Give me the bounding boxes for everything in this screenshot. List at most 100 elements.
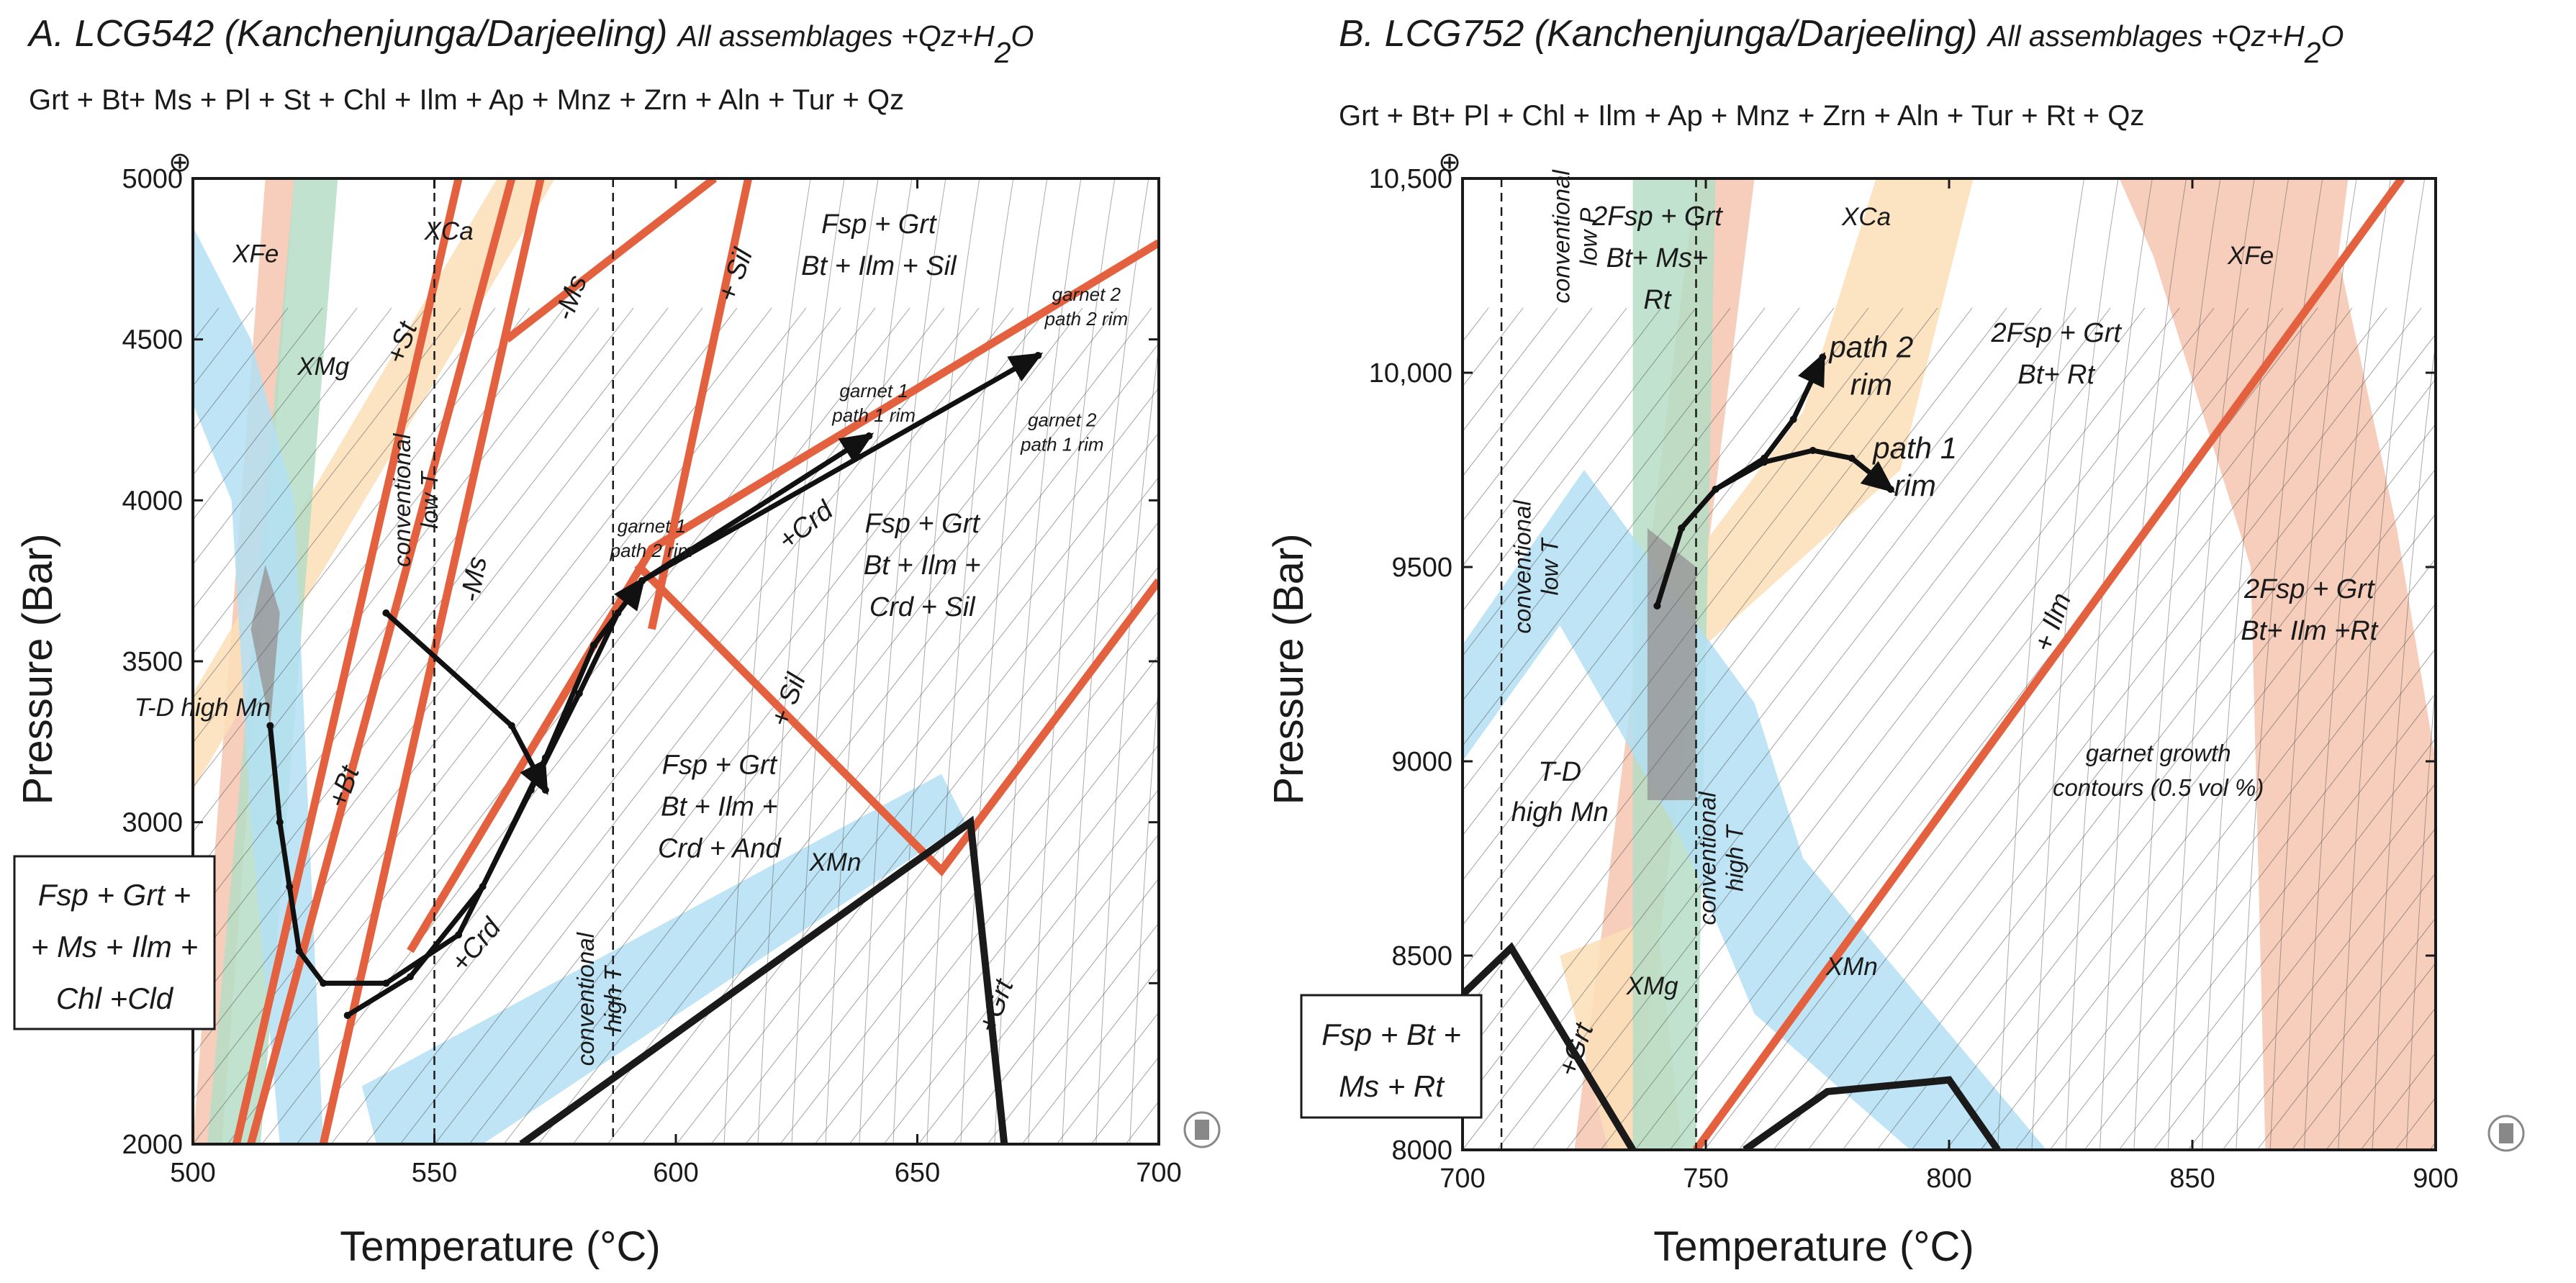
panel-b-ytick-label-0: 8000 xyxy=(1391,1135,1452,1166)
panel-b-band-xmn-5 xyxy=(1463,470,2047,1150)
panel-b-contour-line xyxy=(1463,307,1696,612)
panel-a-contour-line xyxy=(193,307,530,744)
panel-a-ytick-label-6: 5000 xyxy=(122,164,183,194)
panel-b-contour-line xyxy=(1531,307,2180,1150)
panel-a-field-0-line1: Fsp + Grt xyxy=(821,209,937,240)
panel-b-contour-line xyxy=(1463,307,1662,567)
panel-b-tdmn-label-1: T-D xyxy=(1538,757,1581,787)
panel-a-path-3-label-line1: garnet 2 xyxy=(1028,409,1097,430)
panel-a-path-0-point-4 xyxy=(320,979,327,987)
panel-b-contour-line xyxy=(2256,917,2436,1150)
panel-b-contour-curve xyxy=(2065,178,2153,1150)
panel-b-growth-label-1: garnet growth xyxy=(2086,740,2231,766)
panel-b-contour-line xyxy=(1945,513,2436,1150)
panel-a-path-0-point-8 xyxy=(575,689,583,697)
panel-b-contour-curve xyxy=(2405,676,2436,1150)
panel-b-ytick-label-5: 10,500 xyxy=(1369,164,1452,194)
panel-a-contour-curve xyxy=(757,178,845,1144)
panel-b-contour-line xyxy=(1463,307,1627,522)
panel-a-contour-curve xyxy=(859,178,946,1144)
panel-b-xtick-label-1: 750 xyxy=(1683,1164,1728,1194)
panel-a-band-label-3: XMn xyxy=(808,848,861,876)
panel-a-field-2-line2: Bt + Ilm + xyxy=(661,792,778,822)
panel-a-contour-line xyxy=(261,307,910,1144)
panel-a-contour-curve xyxy=(892,178,980,1144)
panel-b-contour-line xyxy=(2568,308,2576,1150)
panel-b-reaction-1 xyxy=(1463,942,1636,1150)
panel-a-field-0-line2: Bt + Ilm + Sil xyxy=(801,251,957,281)
panel-a-box-label: Fsp + Grt + + Ms + Ilm + Chl +Cld xyxy=(13,855,216,1030)
panel-a-contour-line xyxy=(193,307,565,789)
panel-a-field-2-line1: Fsp + Grt xyxy=(662,751,778,781)
panel-b-path-1-label-line1: path 1 xyxy=(1871,431,1957,465)
panel-b-band-label-2: XCa xyxy=(1841,203,1891,231)
panel-a-ytick-label-2: 3000 xyxy=(122,808,183,838)
panel-b-path-1-arrowhead xyxy=(1860,461,1896,493)
panel-a-contour-line xyxy=(193,307,461,655)
panel-a-contour-line xyxy=(434,307,1083,1144)
panel-b-growth-label-2: contours (0.5 vol %) xyxy=(2053,774,2264,801)
panel-b-contour-line xyxy=(1807,333,2436,1150)
panel-b-reaction-0 xyxy=(1693,178,2405,1150)
panel-b-contour-line xyxy=(1463,307,1973,971)
panel-b-plot-area xyxy=(1463,178,2576,1150)
panel-b-contour-line xyxy=(2429,1141,2436,1150)
panel-a-contour-line xyxy=(193,307,600,833)
panel-a-path-0-point-1 xyxy=(276,818,284,826)
panel-b-assemblage: Grt + Bt+ Pl + Chl + Ilm + Ap + Mnz + Zr… xyxy=(1339,100,2144,132)
panel-b-band-xfe-0 xyxy=(2119,178,2436,1150)
panel-a-contour-line xyxy=(193,307,772,1056)
panel-a-ms-label: -Ms xyxy=(456,554,493,604)
panel-a-box-line3: Chl +Cld xyxy=(56,981,174,1015)
panel-b-path-0-arrowhead xyxy=(1797,352,1825,389)
panel-b-contour-curve xyxy=(2133,178,2221,1150)
panel-b-contour-curve xyxy=(2372,339,2436,1150)
panel-a-xlabel: Temperature (°C) xyxy=(340,1223,660,1270)
panel-a-contour-line xyxy=(745,610,1159,1144)
panel-b-contour-curve xyxy=(2167,178,2255,1150)
panel-a-contour-line xyxy=(193,307,703,966)
panel-a-path-0-label-line1: garnet 1 xyxy=(839,380,908,402)
panel-a-contour-line xyxy=(538,343,1159,1144)
panel-a-contour-curve xyxy=(825,178,913,1144)
panel-a-contour-line xyxy=(987,922,1159,1144)
panel-a-path-1-label-line1: garnet 1 xyxy=(618,515,686,537)
panel-a-ylabel: Pressure (Bar) xyxy=(14,533,61,804)
panel-b-band-label-5: XMn xyxy=(1825,953,1878,981)
panel-b-box-line2: Ms + Rt xyxy=(1339,1069,1445,1103)
panel-b-contour-line xyxy=(1463,307,1869,837)
panel-a-reaction-5 xyxy=(407,239,1159,953)
panel-b-contour-line xyxy=(1911,468,2436,1150)
panel-b-contour-line xyxy=(1463,307,1593,477)
panel-b-ytick-label-3: 9500 xyxy=(1391,553,1452,583)
panel-a-band-label-5: T-D high Mn xyxy=(135,694,271,722)
panel-a-contour-curve xyxy=(1164,178,1250,1144)
panel-a-band-t-d-high-mn-5 xyxy=(250,564,280,726)
panel-b-contour-line xyxy=(1635,307,2284,1150)
panel-a-contour-line xyxy=(641,476,1159,1144)
panel-a-contour-line xyxy=(227,307,876,1144)
panel-b-conventional-low-P-label-2: low P xyxy=(1576,208,1602,266)
panel-b-contour-line xyxy=(2153,782,2436,1150)
panel-b-contour-curve xyxy=(2031,178,2119,1150)
panel-a-contour-line xyxy=(330,307,980,1144)
panel-b-contour-line xyxy=(2291,962,2436,1150)
panel-a-ytick-label-4: 4000 xyxy=(122,486,183,516)
panel-a-contour-line xyxy=(814,699,1159,1144)
panel-a-contour-line xyxy=(193,307,841,1144)
panel-a-path-3-arrowhead xyxy=(520,758,548,796)
panel-b-contour-line xyxy=(2118,738,2436,1150)
panel-b-contour-line xyxy=(1600,307,2249,1150)
panel-b-contour-line xyxy=(1463,307,1800,747)
panel-a-xtick-label-1: 550 xyxy=(412,1158,457,1188)
panel-b-conventional-high-T-label-1: conventional xyxy=(1694,791,1721,925)
panel-a-reaction-label-1: +Bt xyxy=(322,761,366,812)
panel-a-reaction-6 xyxy=(634,561,1159,877)
panel-a-logo-icon xyxy=(1183,1111,1221,1148)
panel-a-contour-curve xyxy=(1095,343,1159,1144)
panel-a-path-3-point-0 xyxy=(382,609,390,617)
panel-a-ytick-label-5: 4500 xyxy=(122,325,183,355)
panel-b-field-2-line2: Bt+ Ilm +Rt xyxy=(2241,616,2378,646)
panel-a-corner-marker: ⊕ xyxy=(168,148,191,178)
panel-b-corner-marker: ⊕ xyxy=(1438,148,1461,178)
